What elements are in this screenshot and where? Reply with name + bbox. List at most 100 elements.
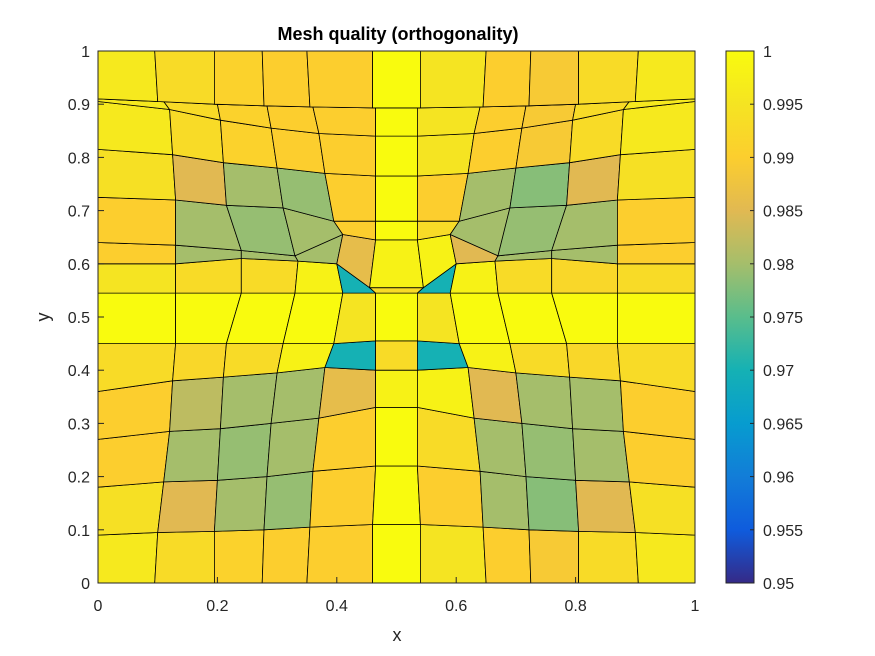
mesh-cell — [482, 50, 532, 108]
mesh-cell — [521, 422, 577, 481]
x-tick-label: 0 — [94, 598, 103, 615]
mesh-cell — [617, 263, 696, 294]
mesh-cell — [416, 106, 481, 137]
mesh-cell — [528, 50, 579, 107]
colorbar-tick-label: 0.99 — [763, 150, 794, 167]
mesh-cell — [375, 369, 418, 408]
y-tick-label: 0.4 — [68, 363, 90, 380]
colorbar-ticks: 0.95 0.955 0.96 0.965 0.97 0.975 0.98 0.985 0.99… — [750, 44, 803, 593]
y-tick-label: 0.9 — [68, 97, 90, 114]
mesh-cell — [449, 260, 499, 294]
colorbar-tick-label: 0.965 — [763, 416, 803, 433]
colorbar-tick-label: 0.96 — [763, 470, 794, 487]
colorbar-tick-label: 0.955 — [763, 523, 803, 540]
mesh-cell — [622, 430, 696, 488]
mesh-cell — [372, 524, 421, 584]
mesh-cell — [473, 417, 527, 478]
mesh-cell — [97, 430, 171, 488]
mesh-cell — [634, 532, 696, 584]
y-tick-label: 0.7 — [68, 204, 90, 221]
mesh-cell — [375, 292, 418, 342]
mesh-cell — [375, 406, 418, 467]
mesh-cell — [97, 242, 177, 265]
mesh-cell — [372, 465, 421, 525]
y-axis-label: y — [33, 313, 53, 322]
x-tick-label: 0.8 — [564, 598, 586, 615]
mesh-cell — [97, 148, 177, 201]
mesh-cell — [240, 258, 299, 294]
mesh-cell — [318, 133, 377, 177]
mesh-cell — [213, 476, 268, 532]
y-tick-label: 0.3 — [68, 416, 90, 433]
colorbar-tick-label: 1 — [763, 44, 772, 61]
x-tick-label: 1 — [691, 598, 700, 615]
y-tick-label: 0.8 — [68, 150, 90, 167]
mesh-cell — [617, 196, 696, 246]
mesh-cell — [375, 135, 418, 177]
mesh-cell — [578, 50, 639, 105]
mesh-cell — [154, 530, 215, 584]
y-tick-label: 0 — [81, 576, 90, 593]
mesh-cell — [575, 479, 636, 533]
mesh-cell — [157, 479, 218, 533]
mesh-cell — [97, 532, 159, 584]
mesh-cell — [419, 50, 487, 109]
mesh-cell — [261, 526, 311, 584]
mesh-cell — [482, 526, 532, 584]
mesh-cell — [375, 220, 418, 241]
mesh-cell — [306, 524, 374, 584]
mesh-cell — [266, 417, 320, 478]
mesh-cell — [172, 343, 227, 382]
mesh-cell — [515, 372, 574, 430]
mesh-cell — [324, 172, 377, 222]
mesh-cell — [222, 343, 284, 378]
mesh-cell — [419, 524, 487, 584]
mesh-cell — [97, 196, 177, 246]
mesh-cell — [375, 340, 418, 371]
mesh-cell — [154, 50, 215, 105]
mesh-cell — [169, 376, 224, 432]
mesh-cell — [175, 258, 242, 294]
y-axis: 0 0.1 0.2 0.3 0.4 0.5 0.6 0.7 0.8 0.9 1 — [68, 44, 104, 593]
mesh-cell — [578, 530, 639, 584]
mesh-cell — [375, 175, 418, 222]
mesh-cell — [416, 465, 484, 528]
mesh-cell — [569, 376, 624, 432]
y-tick-label: 0.6 — [68, 257, 90, 274]
y-tick-label: 1 — [81, 44, 90, 61]
mesh-cell — [617, 242, 696, 265]
mesh-cell — [566, 343, 621, 382]
mesh-cell — [551, 258, 618, 294]
mesh-cell — [372, 50, 421, 109]
mesh-cell — [634, 50, 696, 102]
mesh-cell — [494, 258, 553, 294]
mesh-cell — [509, 343, 571, 378]
colorbar — [725, 50, 755, 584]
x-axis: 0 0.2 0.4 0.6 0.8 1 — [94, 577, 700, 615]
mesh-cell — [213, 529, 265, 584]
mesh-cell — [572, 428, 630, 483]
mesh-cell — [270, 367, 326, 424]
mesh-cell — [369, 239, 424, 289]
mesh-cell — [375, 107, 418, 137]
mesh-cell — [97, 292, 177, 345]
mesh-cell — [213, 50, 265, 107]
mesh-cell — [616, 148, 696, 201]
colorbar-tick-label: 0.985 — [763, 204, 803, 221]
chart-title: Mesh quality (orthogonality) — [278, 24, 519, 44]
y-tick-label: 0.1 — [68, 523, 90, 540]
mesh-cell — [368, 287, 425, 294]
colorbar-tick-label: 0.95 — [763, 576, 794, 593]
mesh-cell — [222, 162, 284, 209]
mesh-cell — [467, 367, 523, 424]
mesh-cell — [216, 422, 272, 481]
mesh-cell — [525, 476, 580, 532]
y-tick-label: 0.2 — [68, 470, 90, 487]
mesh-cell — [619, 101, 696, 156]
mesh-cell — [628, 481, 696, 536]
mesh-cell — [509, 162, 571, 209]
colorbar-tick-label: 0.995 — [763, 97, 803, 114]
mesh-cell — [97, 50, 159, 102]
mesh-cell — [294, 260, 344, 294]
